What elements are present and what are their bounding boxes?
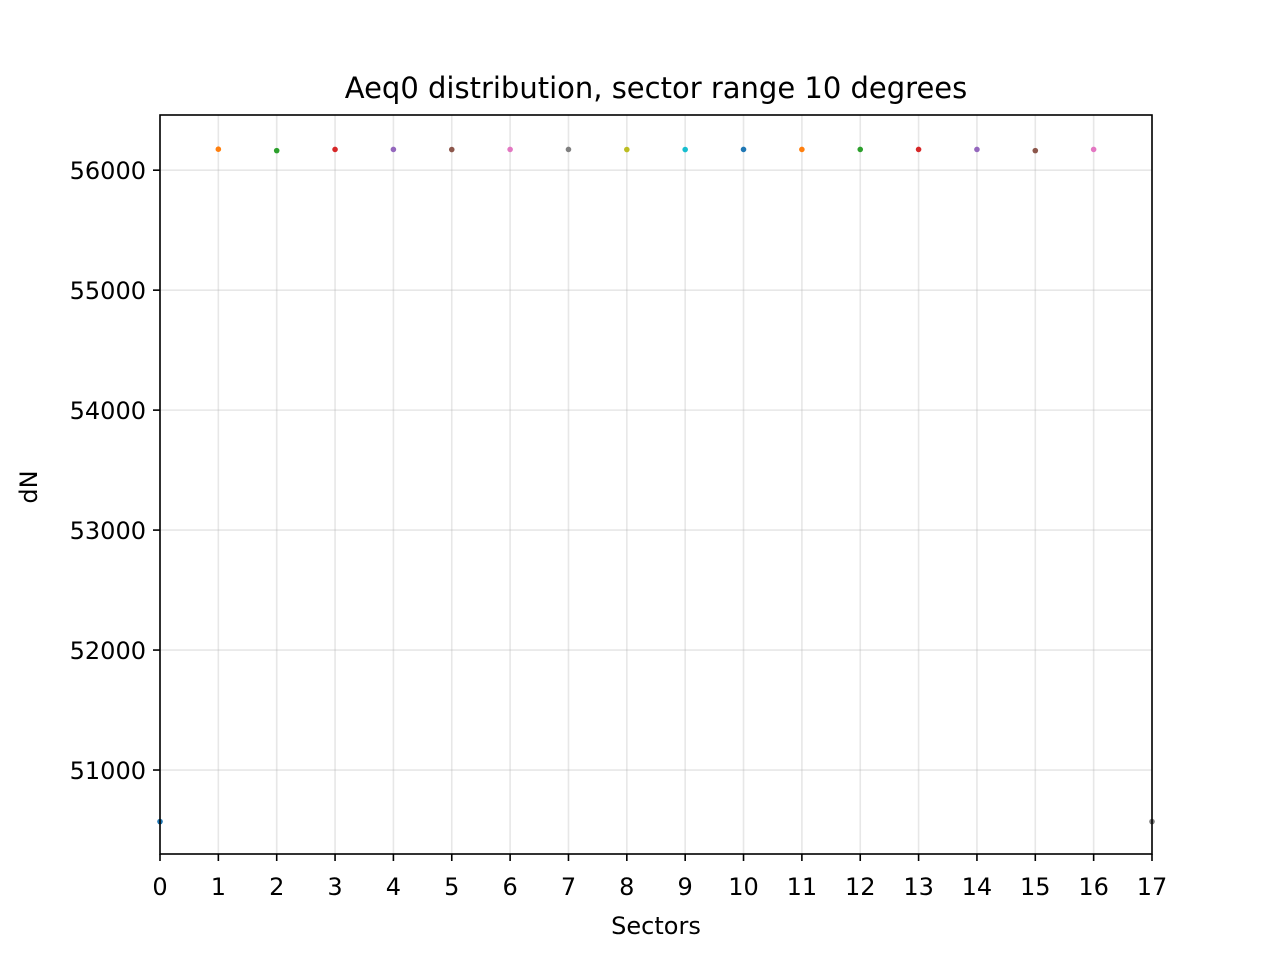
x-tick-label: 2 [269, 873, 284, 901]
data-point [915, 146, 922, 153]
data-point [799, 146, 805, 153]
data-point [1090, 146, 1097, 153]
plot-frame [159, 114, 1153, 855]
y-tick-label: 53000 [70, 517, 146, 545]
x-axis-label: Sectors [611, 912, 701, 940]
x-tick-label: 11 [787, 873, 818, 901]
data-point [273, 147, 280, 154]
x-tick-label: 16 [1078, 873, 1109, 901]
x-tick-label: 7 [561, 873, 576, 901]
x-tick-label: 9 [678, 873, 693, 901]
chart-title: Aeq0 distribution, sector range 10 degre… [345, 71, 968, 105]
x-tick-label: 12 [845, 873, 876, 901]
x-tick-label: 5 [444, 873, 459, 901]
x-tick-label: 3 [327, 873, 342, 901]
data-point [974, 146, 980, 153]
y-tick-label: 56000 [70, 157, 146, 185]
data-point [332, 146, 338, 153]
data-point [215, 146, 222, 152]
data-point [390, 146, 397, 153]
x-tick-label: 10 [728, 873, 759, 901]
x-tick-label: 13 [903, 873, 934, 901]
x-axis: 0 1 2 3 4 5 6 7 8 9 10 11 12 13 14 15 16 17 [152, 854, 1167, 901]
x-tick-label: 0 [152, 873, 167, 901]
x-tick-label: 8 [619, 873, 634, 901]
y-axis: 51000 52000 53000 54000 55000 56000 [70, 157, 160, 785]
data-point [624, 146, 630, 153]
data-point [1032, 147, 1039, 154]
y-tick-label: 54000 [70, 397, 146, 425]
y-axis-label: dN [15, 470, 43, 503]
data-point [565, 146, 572, 153]
data-point [448, 146, 455, 153]
y-tick-label: 51000 [70, 757, 146, 785]
data-point [682, 146, 688, 153]
data-point [857, 146, 864, 153]
x-tick-label: 14 [962, 873, 993, 901]
x-tick-label: 1 [211, 873, 226, 901]
data-points [157, 146, 1155, 825]
data-point [507, 146, 513, 153]
x-tick-label: 6 [502, 873, 517, 901]
y-tick-label: 52000 [70, 637, 146, 665]
x-tick-label: 15 [1020, 873, 1051, 901]
x-tick-label: 17 [1137, 873, 1168, 901]
x-tick-label: 4 [386, 873, 401, 901]
y-tick-label: 55000 [70, 277, 146, 305]
data-point [740, 146, 747, 153]
